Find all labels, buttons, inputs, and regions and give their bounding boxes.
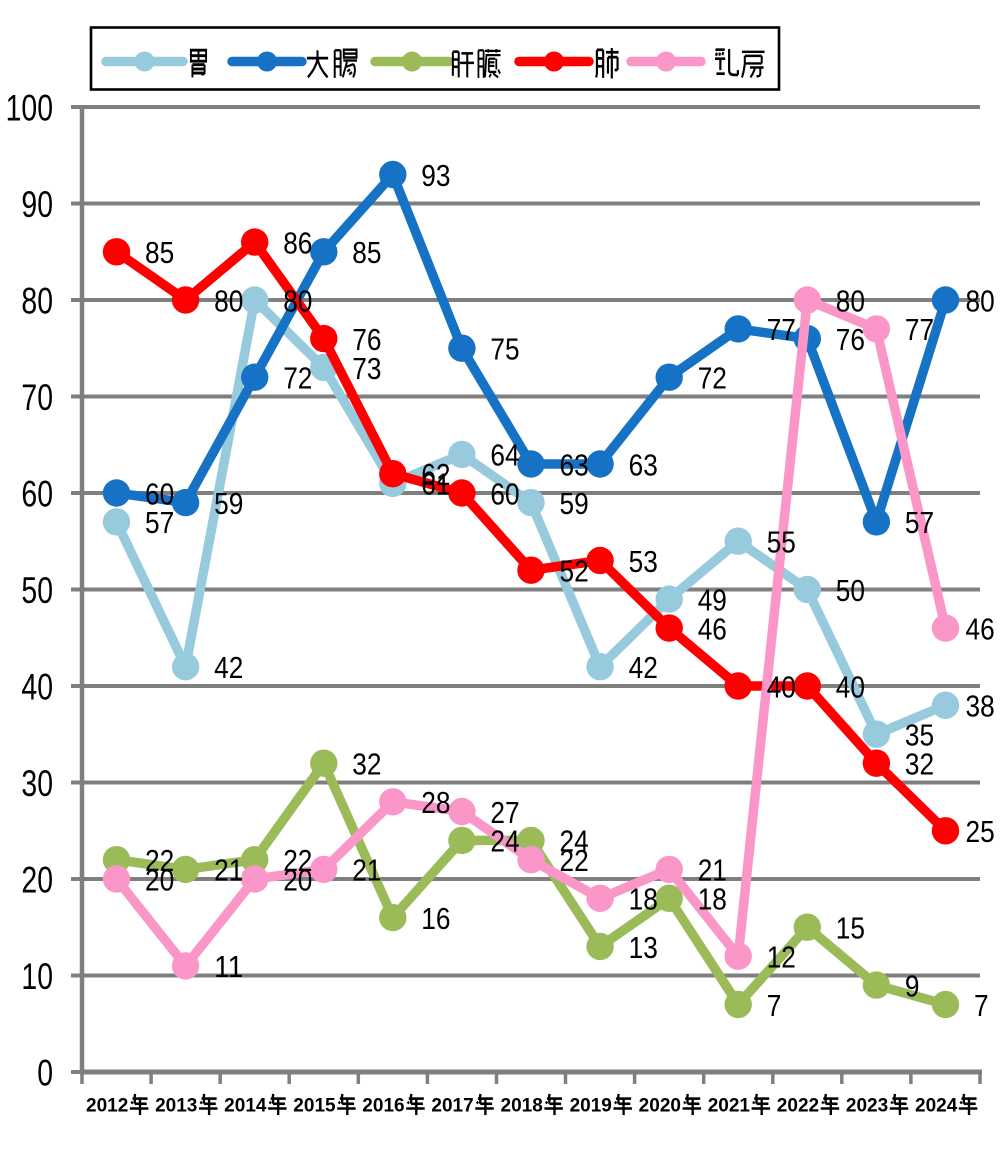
svg-text:32: 32: [352, 747, 381, 782]
svg-text:60: 60: [145, 476, 174, 511]
svg-text:24: 24: [560, 824, 589, 859]
svg-text:11: 11: [214, 949, 243, 984]
svg-text:49: 49: [698, 582, 727, 617]
svg-text:20: 20: [283, 862, 312, 897]
svg-text:77: 77: [767, 312, 796, 347]
svg-text:70: 70: [21, 377, 53, 418]
svg-text:22: 22: [145, 843, 174, 878]
svg-text:80: 80: [966, 283, 995, 318]
svg-text:25: 25: [966, 814, 995, 849]
svg-text:80: 80: [21, 280, 53, 321]
svg-text:15: 15: [836, 911, 865, 946]
svg-text:75: 75: [490, 332, 519, 367]
svg-text:30: 30: [21, 763, 53, 804]
svg-text:50: 50: [836, 573, 865, 608]
svg-text:32: 32: [905, 747, 934, 782]
svg-text:22: 22: [283, 843, 312, 878]
svg-text:2015: 2015: [293, 1096, 336, 1117]
svg-text:77: 77: [905, 312, 934, 347]
svg-text:63: 63: [560, 447, 589, 482]
svg-text:61: 61: [421, 467, 450, 502]
svg-text:20: 20: [21, 859, 53, 900]
svg-text:0: 0: [37, 1052, 53, 1093]
svg-text:63: 63: [629, 447, 658, 482]
svg-text:40: 40: [836, 669, 865, 704]
svg-text:24: 24: [490, 824, 519, 859]
svg-text:2012: 2012: [86, 1096, 128, 1117]
svg-text:50: 50: [21, 570, 53, 611]
svg-text:57: 57: [145, 505, 174, 540]
svg-text:46: 46: [966, 611, 995, 646]
svg-text:80: 80: [214, 283, 243, 318]
svg-text:18: 18: [629, 882, 658, 917]
svg-text:18: 18: [698, 882, 727, 917]
svg-text:16: 16: [421, 901, 450, 936]
svg-text:35: 35: [905, 718, 934, 753]
svg-text:59: 59: [214, 486, 243, 521]
svg-text:27: 27: [490, 795, 519, 830]
svg-text:9: 9: [905, 968, 920, 1003]
svg-text:73: 73: [352, 351, 381, 386]
svg-text:76: 76: [352, 322, 381, 357]
svg-text:46: 46: [698, 611, 727, 646]
svg-text:60: 60: [490, 476, 519, 511]
svg-text:21: 21: [214, 853, 243, 888]
svg-text:86: 86: [283, 225, 312, 260]
svg-text:22: 22: [560, 843, 589, 878]
svg-text:2019: 2019: [570, 1096, 612, 1117]
svg-text:2017: 2017: [431, 1096, 473, 1117]
svg-text:80: 80: [836, 283, 865, 318]
svg-text:7: 7: [974, 988, 989, 1023]
svg-text:40: 40: [21, 666, 53, 707]
svg-text:21: 21: [698, 853, 727, 888]
svg-text:62: 62: [421, 457, 450, 492]
svg-text:93: 93: [421, 158, 450, 193]
svg-text:90: 90: [21, 184, 53, 225]
svg-text:52: 52: [560, 554, 589, 589]
svg-text:2013: 2013: [155, 1096, 197, 1117]
svg-text:2018: 2018: [501, 1096, 543, 1117]
svg-text:2024: 2024: [915, 1096, 958, 1117]
svg-text:20: 20: [145, 862, 174, 897]
svg-text:2022: 2022: [777, 1096, 819, 1117]
svg-text:55: 55: [767, 525, 796, 560]
svg-text:38: 38: [966, 689, 995, 724]
svg-text:80: 80: [283, 283, 312, 318]
svg-text:21: 21: [352, 853, 381, 888]
svg-text:2021: 2021: [708, 1096, 751, 1117]
svg-text:85: 85: [352, 235, 381, 270]
svg-text:10: 10: [21, 956, 53, 997]
svg-text:64: 64: [490, 438, 519, 473]
svg-text:2014: 2014: [224, 1096, 267, 1117]
svg-text:42: 42: [214, 650, 243, 685]
svg-text:13: 13: [629, 930, 658, 965]
svg-text:2016: 2016: [362, 1096, 404, 1117]
svg-text:72: 72: [698, 361, 727, 396]
svg-text:72: 72: [283, 361, 312, 396]
svg-text:7: 7: [767, 988, 782, 1023]
svg-text:100: 100: [6, 87, 53, 128]
svg-text:57: 57: [905, 505, 934, 540]
svg-text:2020: 2020: [639, 1096, 681, 1117]
svg-text:12: 12: [767, 940, 796, 975]
svg-text:42: 42: [629, 650, 658, 685]
svg-text:60: 60: [21, 473, 53, 514]
svg-text:28: 28: [421, 785, 450, 820]
svg-text:53: 53: [629, 544, 658, 579]
svg-text:85: 85: [145, 235, 174, 270]
svg-text:59: 59: [560, 486, 589, 521]
svg-text:40: 40: [767, 669, 796, 704]
svg-text:76: 76: [836, 322, 865, 357]
svg-text:2023: 2023: [846, 1096, 888, 1117]
